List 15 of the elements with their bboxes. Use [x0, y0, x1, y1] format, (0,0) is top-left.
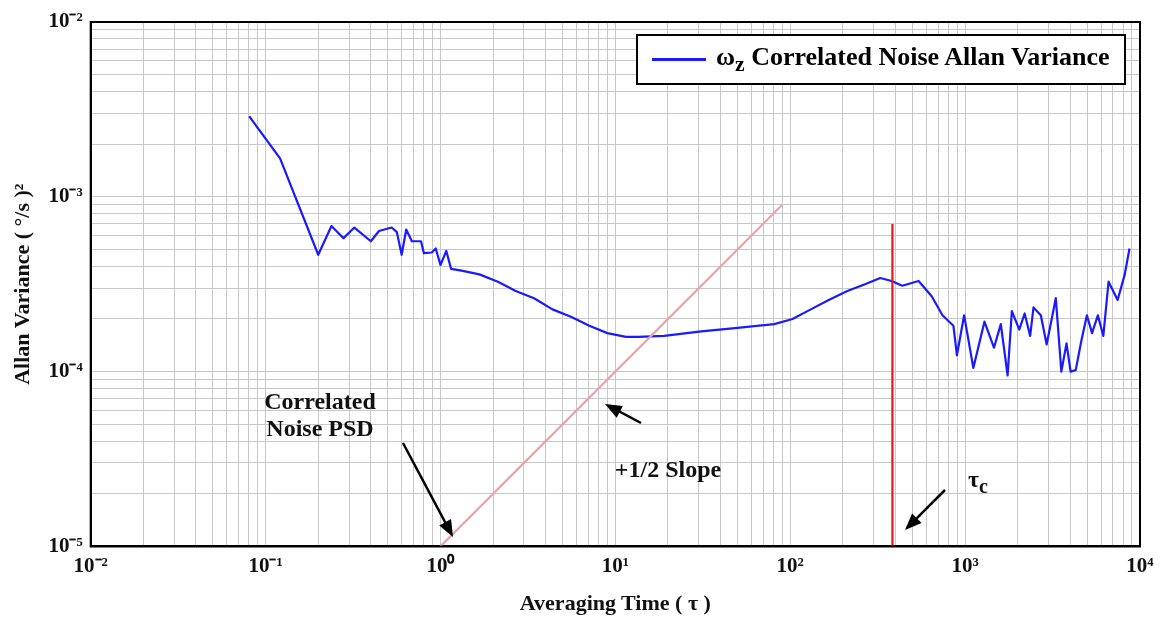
annotation: +1/2 Slope: [613, 456, 723, 484]
x-tick-label: 10⁻¹: [248, 553, 283, 578]
x-axis-title: Averaging Time ( τ ): [519, 590, 711, 616]
y-tick-label: 10⁻³: [48, 183, 83, 208]
y-tick-label: 10⁻⁴: [48, 358, 84, 383]
x-tick-label: 10⁰: [426, 553, 456, 578]
x-tick-label: 10³: [951, 553, 979, 578]
legend-label: ω$_{z}$ Correlated Noise Allan Variance: [716, 42, 1110, 78]
x-tick-label: 10²: [776, 553, 804, 578]
x-tick-label: 10⁴: [1126, 553, 1155, 578]
y-axis-title: Allan Variance ( °/s )²: [8, 183, 34, 385]
x-tick-label: 10¹: [601, 553, 629, 578]
y-tick-label: 10⁻²: [48, 8, 83, 33]
annotation: Correlated Noise PSD: [263, 387, 377, 443]
annotation: τ$_{c}$: [967, 466, 989, 498]
